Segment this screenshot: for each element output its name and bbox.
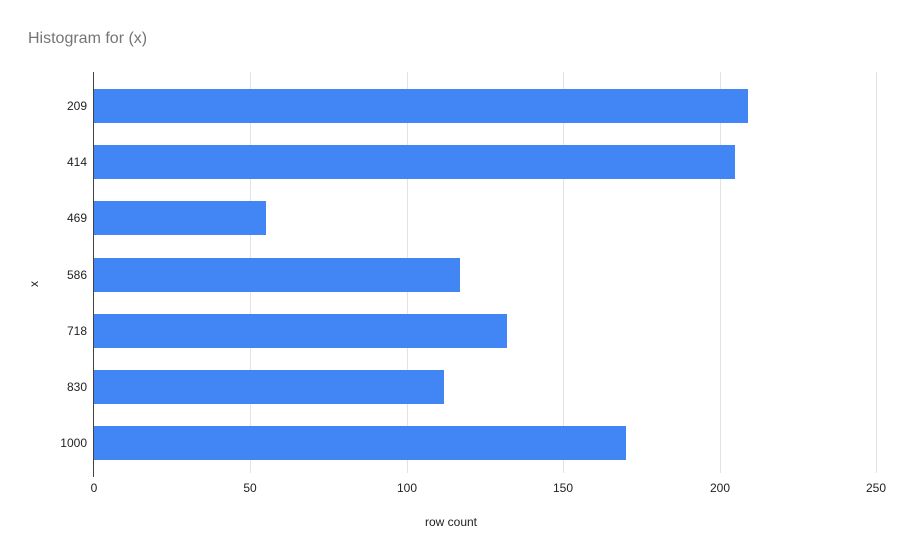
x-tick-label-250: 250 — [865, 481, 887, 495]
gridline-x-150 — [563, 72, 564, 473]
gridline-x-250 — [876, 72, 877, 473]
y-tick-label-209: 209 — [66, 99, 87, 113]
bar-469 — [94, 201, 266, 235]
bar-414 — [94, 145, 735, 179]
bar-718 — [94, 314, 507, 348]
y-tick-label-586: 586 — [66, 268, 87, 282]
x-tick-label-150: 150 — [552, 481, 574, 495]
bar-830 — [94, 370, 444, 404]
y-tick-label-1000: 1000 — [60, 436, 87, 450]
plot-area — [94, 72, 902, 473]
y-tick-label-830: 830 — [66, 380, 87, 394]
bar-586 — [94, 258, 460, 292]
bar-209 — [94, 89, 748, 123]
gridline-x-200 — [720, 72, 721, 473]
x-tick-label-200: 200 — [709, 481, 731, 495]
x-tick-label-100: 100 — [396, 481, 418, 495]
x-tick-label-0: 0 — [90, 481, 98, 495]
x-tick-label-50: 50 — [243, 481, 257, 495]
y-tick-label-718: 718 — [66, 324, 87, 338]
y-axis-title: x — [27, 281, 41, 287]
y-axis-line — [93, 72, 94, 477]
x-axis-title-text: row count — [424, 515, 478, 529]
x-axis-title: row count — [0, 515, 902, 529]
y-tick-label-469: 469 — [66, 211, 87, 225]
y-tick-label-414: 414 — [66, 155, 87, 169]
bar-1000 — [94, 426, 626, 460]
chart-title: Histogram for (x) — [28, 30, 148, 47]
